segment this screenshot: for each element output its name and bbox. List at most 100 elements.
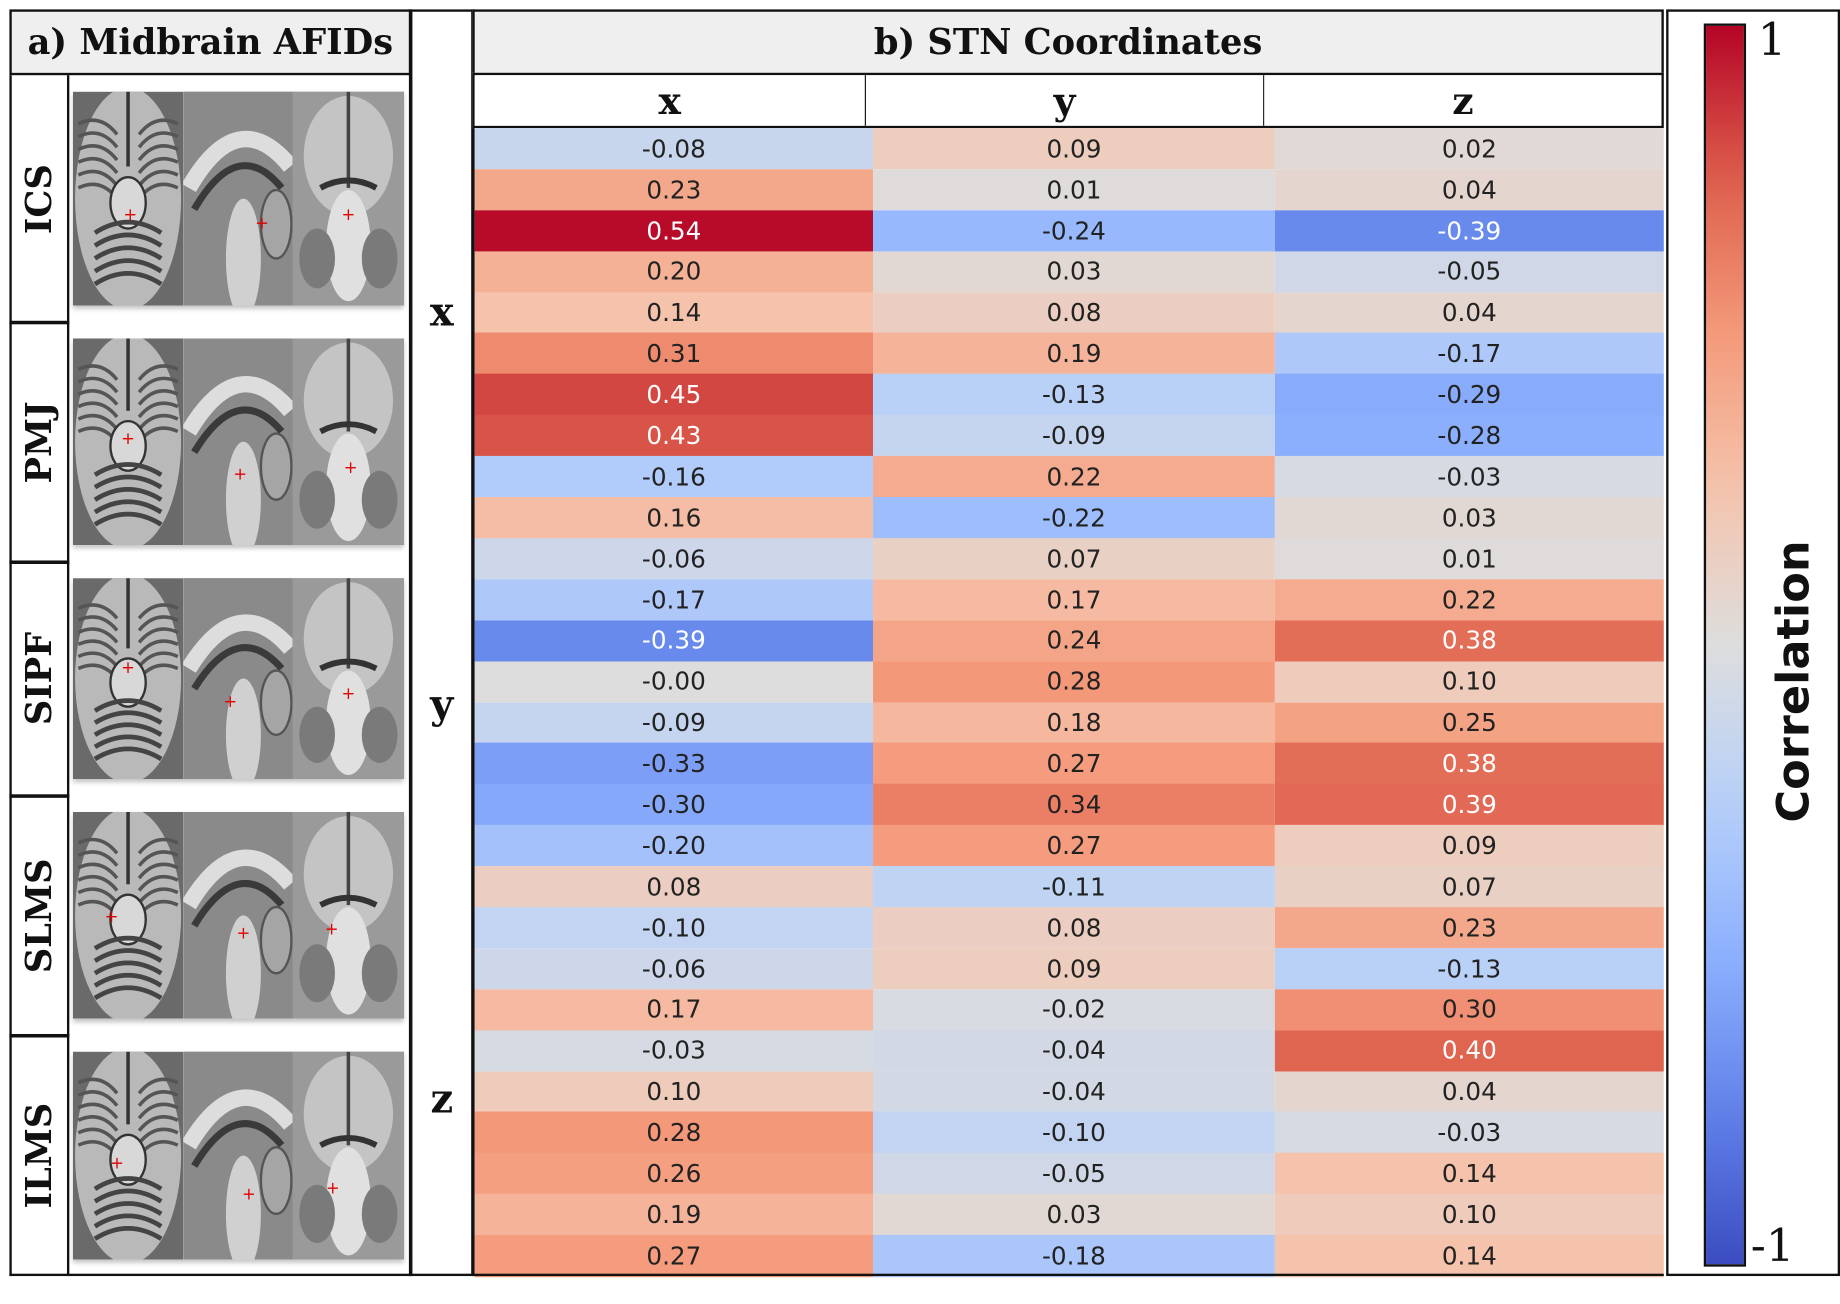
- heatmap-cell: 0.08: [873, 907, 1275, 949]
- panel-a-title: a) Midbrain AFIDs: [9, 9, 412, 76]
- heatmap-cell: 0.20: [474, 251, 874, 293]
- heatmap-cell: 0.45: [474, 374, 874, 416]
- column-header-y: y: [865, 75, 1264, 126]
- heatmap-cell: -0.03: [1274, 1112, 1664, 1154]
- heatmap-cell: -0.24: [873, 210, 1275, 252]
- axis-column-left-border: [408, 9, 413, 1277]
- heatmap-cell: 0.22: [873, 456, 1275, 498]
- afid-row-label-text: ILMS: [18, 1102, 60, 1209]
- heatmap-cell: 0.18: [873, 702, 1275, 744]
- heatmap-cell: -0.10: [873, 1112, 1275, 1154]
- heatmap-cell: -0.09: [474, 702, 874, 744]
- axial-slice-image: +: [72, 811, 184, 1019]
- heatmap-cell: 0.27: [474, 1235, 874, 1277]
- heatmap-cell: 0.54: [474, 210, 874, 252]
- heatmap-cell: 0.02: [1274, 128, 1664, 170]
- column-divider: [1263, 75, 1265, 126]
- sagittal-slice-image: +: [183, 578, 293, 780]
- panel-a-bottom-border: [9, 1273, 412, 1277]
- heatmap-cell: 0.14: [474, 292, 874, 334]
- fiducial-marker: +: [341, 684, 355, 703]
- heatmap-bottom-border: [472, 1273, 1664, 1277]
- heatmap-cell: 0.23: [1274, 907, 1664, 949]
- heatmap-cell: 0.14: [1274, 1153, 1664, 1195]
- heatmap: -0.08 0.09 0.02 0.23 0.01 0.04 0.54 -0.24 -0.39 0…: [474, 128, 1664, 1277]
- heatmap-cell: 0.17: [474, 989, 874, 1031]
- afid-row-divider: [9, 1034, 70, 1038]
- heatmap-cell: -0.17: [474, 579, 874, 621]
- heatmap-cell: -0.05: [1274, 251, 1664, 293]
- fiducial-marker: +: [233, 464, 247, 483]
- heatmap-cell: 0.10: [1274, 661, 1664, 703]
- heatmap-cell: 0.01: [873, 169, 1275, 211]
- heatmap-cell: 0.27: [873, 825, 1275, 867]
- heatmap-cell: 0.09: [873, 948, 1275, 990]
- heatmap-cell: 0.38: [1274, 620, 1664, 662]
- heatmap-cell: -0.09: [873, 415, 1275, 457]
- heatmap-cell: 0.03: [1274, 497, 1664, 539]
- panel-a-left-border: [9, 75, 12, 1277]
- heatmap-cell: 0.14: [1274, 1235, 1664, 1277]
- afid-row-label: SIPF: [12, 562, 67, 796]
- heatmap-cell: 0.07: [873, 538, 1275, 580]
- afid-row-label-text: SLMS: [18, 857, 60, 973]
- heatmap-cell: 0.19: [474, 1194, 874, 1236]
- heatmap-cell: 0.04: [1274, 1071, 1664, 1113]
- fiducial-marker: +: [326, 1178, 340, 1197]
- heatmap-cell: 0.09: [1274, 825, 1664, 867]
- afid-row-label: SLMS: [12, 795, 67, 1035]
- row-group-label-x: x: [429, 289, 454, 337]
- colorbar-title-text: Correlation: [1767, 540, 1819, 823]
- heatmap-cell: 0.34: [873, 784, 1275, 826]
- afid-row-divider: [9, 560, 70, 564]
- heatmap-cell: 0.40: [1274, 1030, 1664, 1072]
- heatmap-cell: 0.39: [1274, 784, 1664, 826]
- heatmap-cell: -0.06: [474, 538, 874, 580]
- heatmap-cell: 0.25: [1274, 702, 1664, 744]
- heatmap-cell: -0.20: [474, 825, 874, 867]
- heatmap-cell: -0.04: [873, 1030, 1275, 1072]
- heatmap-cell: 0.04: [1274, 169, 1664, 211]
- afid-row-label-text: PMJ: [18, 400, 60, 483]
- colorbar-gradient: [1703, 23, 1747, 1267]
- heatmap-cell: -0.39: [474, 620, 874, 662]
- heatmap-cell: -0.30: [474, 784, 874, 826]
- heatmap-cell: -0.18: [873, 1235, 1275, 1277]
- heatmap-cell: -0.17: [1274, 333, 1664, 375]
- heatmap-cell: -0.05: [873, 1153, 1275, 1195]
- heatmap-cell: 0.03: [873, 251, 1275, 293]
- coronal-slice-image: +: [292, 91, 405, 306]
- heatmap-cell: 0.01: [1274, 538, 1664, 580]
- sagittal-slice-image: +: [183, 338, 293, 546]
- heatmap-cell: -0.10: [474, 907, 874, 949]
- fiducial-marker: +: [242, 1185, 256, 1204]
- axis-column-right-border: [471, 9, 475, 1277]
- coronal-slice-image: +: [292, 1051, 405, 1260]
- afid-row-label-text: SIPF: [18, 631, 60, 726]
- afid-row-divider: [9, 794, 70, 798]
- fiducial-marker: +: [105, 907, 119, 926]
- coronal-slice-image: +: [292, 578, 405, 780]
- axial-slice-image: +: [72, 338, 184, 546]
- heatmap-cell: -0.28: [1274, 415, 1664, 457]
- colorbar-max-label: 1: [1757, 14, 1787, 66]
- axial-slice-image: +: [72, 91, 184, 306]
- heatmap-cell: 0.28: [873, 661, 1275, 703]
- heatmap-cell: -0.29: [1274, 374, 1664, 416]
- heatmap-cell: 0.17: [873, 579, 1275, 621]
- fiducial-marker: +: [341, 205, 355, 224]
- heatmap-cell: -0.06: [474, 948, 874, 990]
- fiducial-marker: +: [121, 429, 135, 448]
- panel-b-title: b) STN Coordinates: [472, 9, 1664, 76]
- heatmap-cell: -0.02: [873, 989, 1275, 1031]
- heatmap-cell: -0.03: [474, 1030, 874, 1072]
- axial-slice-image: +: [72, 1051, 184, 1260]
- heatmap-cell: 0.43: [474, 415, 874, 457]
- afid-row-label: PMJ: [12, 322, 67, 562]
- heatmap-cell: 0.09: [873, 128, 1275, 170]
- fiducial-marker: +: [344, 458, 358, 477]
- sagittal-slice-image: +: [183, 91, 293, 306]
- fiducial-marker: +: [121, 658, 135, 677]
- heatmap-cell: -0.33: [474, 743, 874, 785]
